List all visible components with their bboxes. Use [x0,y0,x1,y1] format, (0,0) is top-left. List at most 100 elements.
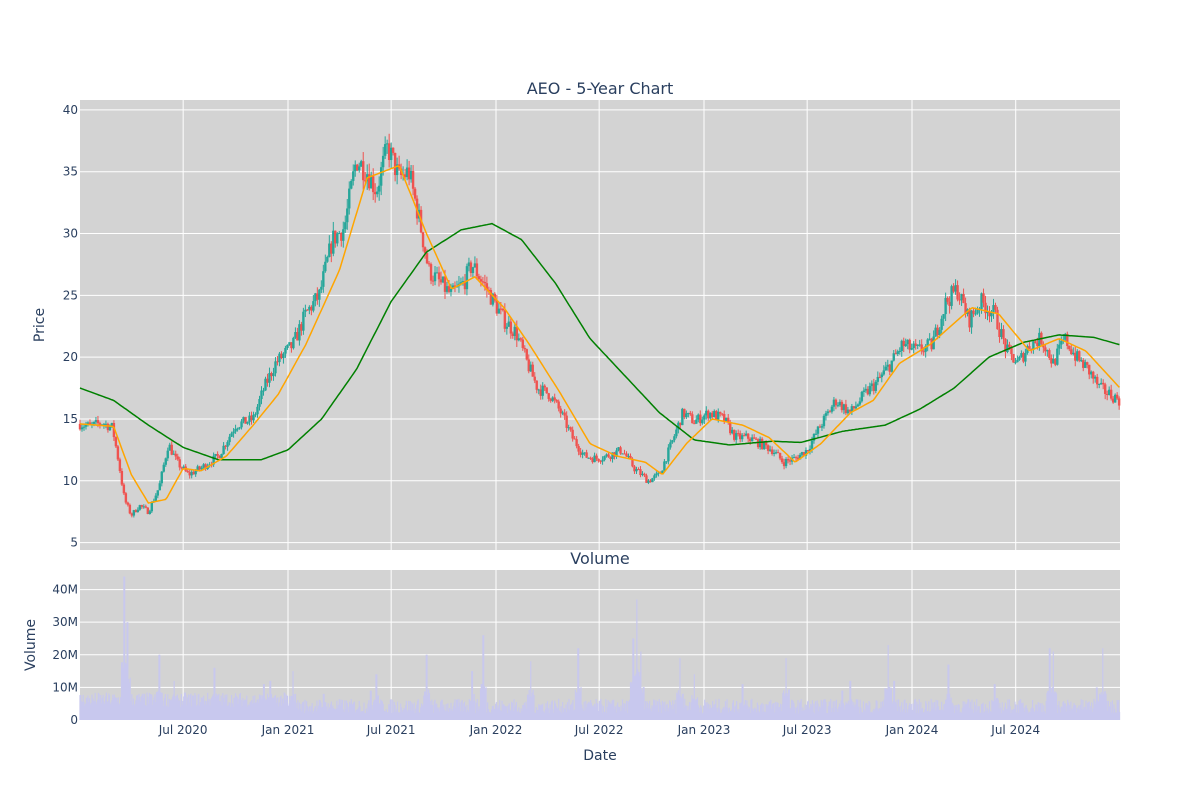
volume-bar [988,712,990,720]
volume-bar [164,694,166,720]
candle-body [968,309,971,328]
volume-bar [778,707,780,720]
volume-bar [891,703,893,720]
volume-bar [842,690,844,720]
volume-bar [700,705,702,720]
candle-body [236,428,239,430]
candle-body [322,271,325,287]
volume-bar [963,706,965,720]
volume-bar [492,705,494,720]
price-y-tick-label: 5 [70,536,78,550]
volume-bar [984,704,987,720]
volume-bar [542,703,544,720]
volume-bar [838,703,841,720]
candle-body [1111,398,1115,403]
volume-bar [937,706,940,720]
volume-bar [116,701,119,720]
volume-bar [939,710,941,720]
volume-bar [1011,709,1013,720]
volume-bar [89,704,91,720]
volume-bar [94,692,96,720]
volume-bar [804,704,806,720]
volume-bar [684,698,686,720]
volume-bar [724,701,727,720]
volume-bar [623,703,625,720]
volume-bar [392,712,395,720]
volume-bar [386,712,388,720]
volume-bar [945,699,947,720]
candle-body [344,222,347,230]
volume-bar [713,704,715,720]
volume-bar [300,703,302,720]
volume-bar [941,701,943,720]
candle-body [733,429,736,440]
volume-bar [235,695,237,720]
volume-bar [739,703,742,720]
volume-bar [258,694,261,720]
candle-body [727,417,730,423]
volume-bar [203,695,205,720]
volume-bar [1008,699,1011,720]
volume-series [79,576,1121,720]
volume-bar [936,707,938,720]
volume-bar [527,694,529,720]
candle-body [711,412,714,418]
volume-bar [881,701,884,720]
volume-bar [855,699,857,720]
volume-bar [865,703,867,720]
volume-bar [222,693,224,720]
volume-bar [303,713,305,720]
candle-body [890,360,893,372]
candle-body [844,404,848,414]
volume-bar [981,703,983,720]
volume-bar [972,709,974,720]
volume-bar [378,703,380,720]
candle-body [481,281,485,283]
volume-bar [850,699,853,720]
volume-bar [261,699,263,720]
volume-bar [440,700,443,720]
volume-bar [733,712,735,720]
candle-body [521,339,524,348]
volume-bar [228,702,230,720]
volume-bar [170,700,172,720]
price-y-tick-label: 25 [63,288,78,302]
volume-bar [301,702,304,720]
volume-bar [325,702,327,720]
volume-bar [605,712,608,720]
volume-bar [156,692,158,720]
volume-bar [224,694,226,720]
volume-bar [313,708,316,720]
volume-bar [510,710,512,720]
candle-body [770,449,774,454]
volume-bar [338,699,340,720]
volume-bar [767,704,770,720]
volume-bar [680,696,682,720]
volume-bar [445,704,447,720]
volume-bar [918,699,920,720]
volume-bar [839,706,841,720]
volume-bar [678,694,680,720]
candle-body [505,326,509,329]
volume-bar [763,711,766,720]
volume-bar [671,709,673,720]
volume-bar [154,694,156,720]
volume-bar [106,701,108,720]
volume-bar [284,693,286,720]
candle-body [537,389,540,391]
volume-bar [605,699,607,720]
volume-bar [916,701,918,720]
volume-bar [295,702,297,720]
volume-bar [273,697,275,720]
candle-body [549,398,552,401]
candle-body [427,263,431,265]
volume-bar [569,710,571,720]
volume-bar [888,687,890,720]
volume-bar [894,701,896,720]
candle-body [405,167,409,178]
volume-bar [866,705,869,720]
volume-bar [1060,706,1062,720]
candle-body [320,286,323,290]
volume-bar [836,708,838,720]
candle-body [461,281,465,283]
